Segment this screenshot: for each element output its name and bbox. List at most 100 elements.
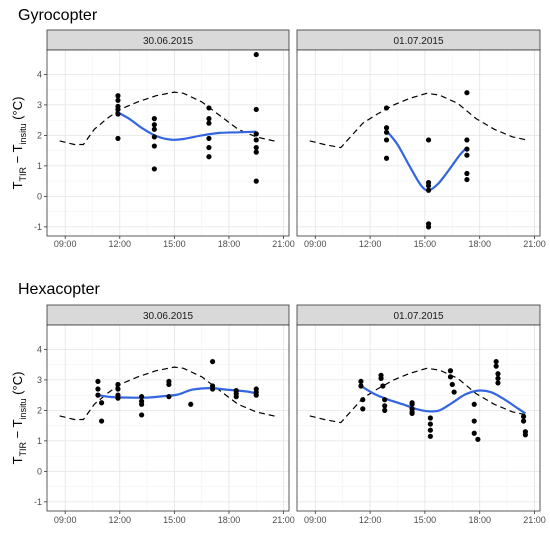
y-tick-label: 3	[37, 375, 42, 385]
x-tick-label: 21:00	[523, 239, 546, 249]
y-tick-label: 4	[37, 344, 42, 354]
y-axis-label: TTIR − Tinsitu (°C)	[10, 372, 28, 465]
data-point	[253, 178, 259, 184]
y-tick-label: 4	[37, 69, 42, 79]
x-tick-label: 09:00	[54, 515, 77, 525]
facet-panel: 30.06.2015 09:00 12:00 15:00 18:00 21:00 -1 0 1 2…	[34, 29, 295, 249]
facet-panel: 30.06.2015 09:00 12:00 15:00 18:00 21:00 -1 0 1 2…	[34, 304, 295, 525]
data-point	[253, 137, 259, 143]
chart-title: Gyrocopter	[18, 7, 98, 24]
facet-strip-label: 30.06.2015	[143, 36, 193, 47]
x-tick-label: 09:00	[304, 515, 327, 525]
data-point	[471, 418, 477, 424]
x-tick-label: 21:00	[272, 515, 295, 525]
data-point	[425, 183, 432, 189]
data-point	[206, 135, 212, 142]
data-point	[139, 401, 145, 407]
y-tick-label: 1	[37, 161, 42, 171]
data-point	[425, 224, 432, 230]
data-point	[495, 375, 501, 381]
facet-strip-label: 01.07.2015	[393, 311, 443, 322]
data-point	[382, 397, 388, 403]
data-point	[115, 111, 121, 117]
data-point	[206, 144, 212, 151]
y-tick-label: 1	[37, 436, 42, 446]
smooth-fit-line	[117, 111, 257, 141]
data-point	[383, 105, 390, 111]
data-point	[115, 135, 121, 142]
data-point	[409, 401, 415, 407]
y-axis-label-part: − T	[10, 419, 25, 442]
data-point	[253, 144, 259, 151]
data-point	[383, 137, 390, 143]
data-point	[151, 126, 157, 132]
x-tick-label: 12:00	[109, 515, 132, 525]
data-point	[98, 400, 105, 406]
y-tick-label: 2	[37, 130, 42, 140]
panel-border	[46, 49, 290, 237]
plot-background	[47, 50, 289, 236]
data-point	[360, 397, 366, 403]
data-point	[358, 383, 364, 389]
data-point	[139, 412, 145, 418]
data-point	[382, 407, 388, 413]
data-point	[115, 106, 121, 113]
x-tick-label: 15:00	[163, 515, 186, 525]
data-point	[206, 116, 212, 122]
data-point	[115, 97, 121, 103]
facet-panel: 01.07.2015 09:00 12:00 15:00 18:00 21:00	[296, 304, 546, 525]
data-point	[447, 368, 454, 374]
y-tick-label: 0	[37, 191, 42, 201]
data-point	[206, 105, 212, 111]
data-point	[166, 381, 172, 388]
data-point	[471, 401, 477, 407]
data-point	[451, 389, 457, 395]
data-point	[115, 93, 121, 99]
data-point	[522, 432, 528, 438]
data-point	[520, 413, 527, 420]
data-point	[427, 421, 433, 427]
chart-title: Hexacopter	[18, 281, 100, 298]
data-point	[427, 415, 433, 421]
data-point	[151, 134, 157, 140]
x-tick-label: 15:00	[414, 515, 437, 525]
data-point	[151, 116, 157, 122]
data-point	[206, 120, 212, 126]
data-point	[206, 154, 212, 160]
data-point	[493, 358, 499, 365]
data-point	[382, 403, 388, 409]
data-point	[233, 394, 239, 400]
y-tick-label: -1	[34, 222, 42, 232]
data-point	[493, 363, 499, 369]
smooth-fit-line	[360, 385, 527, 415]
data-point	[520, 418, 527, 424]
x-tick-label: 12:00	[359, 515, 382, 525]
y-tick-label: -1	[34, 497, 42, 507]
data-point	[427, 433, 433, 439]
data-point	[464, 152, 470, 158]
data-point	[464, 170, 470, 177]
data-point	[95, 378, 101, 385]
data-point	[115, 386, 121, 392]
dashed-reference-line	[59, 91, 277, 146]
plot-background	[297, 325, 540, 511]
plot-background	[297, 50, 540, 236]
panel-border	[296, 324, 541, 512]
data-point	[360, 406, 366, 412]
data-point	[151, 143, 157, 149]
x-tick-label: 12:00	[359, 239, 382, 249]
data-point	[464, 137, 470, 143]
data-point	[95, 392, 101, 398]
data-point	[464, 90, 470, 96]
data-point	[151, 166, 157, 172]
facet-strip-label: 01.07.2015	[393, 36, 443, 47]
facet-strip-label: 30.06.2015	[143, 311, 193, 322]
y-axis-label-part: (°C)	[10, 372, 25, 399]
data-point	[383, 155, 390, 161]
dashed-reference-line	[59, 366, 277, 421]
data-point	[358, 378, 364, 385]
y-axis-label-subscript: TIR	[18, 166, 28, 181]
data-point	[139, 394, 145, 400]
y-axis-label-subscript: insitu	[18, 398, 28, 419]
